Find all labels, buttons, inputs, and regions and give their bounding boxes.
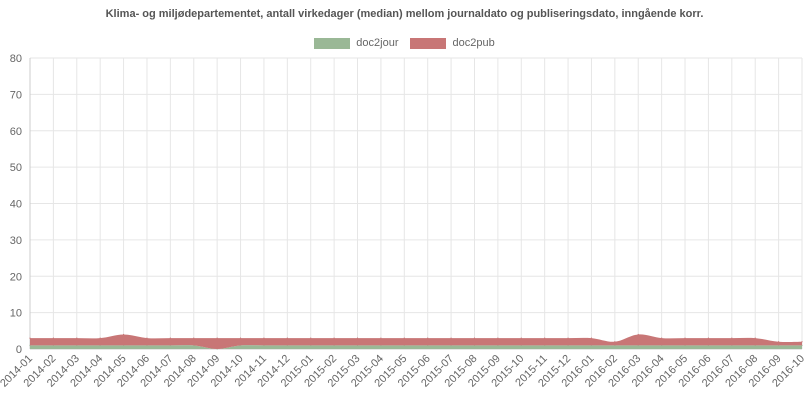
legend-swatch-doc2jour xyxy=(314,37,351,49)
point-doc2pub xyxy=(333,337,335,339)
y-tick-label: 40 xyxy=(10,199,22,211)
chart-title: Klima- og miljødepartementet, antall vir… xyxy=(105,8,704,20)
point-doc2pub xyxy=(661,337,663,339)
point-doc2pub xyxy=(310,337,312,339)
legend-label-doc2pub: doc2pub xyxy=(452,37,495,49)
point-doc2pub xyxy=(497,337,499,339)
legend: doc2jour doc2pub xyxy=(0,37,809,49)
point-doc2pub xyxy=(263,337,265,339)
legend-item-doc2pub[interactable]: doc2pub xyxy=(410,37,495,49)
point-doc2pub xyxy=(216,337,218,339)
point-doc2pub xyxy=(193,337,195,339)
legend-swatch-doc2pub xyxy=(410,37,447,49)
point-doc2pub xyxy=(99,337,101,339)
point-doc2pub xyxy=(754,337,756,339)
point-doc2pub xyxy=(122,333,125,336)
point-doc2pub xyxy=(286,337,288,339)
point-doc2pub xyxy=(29,337,31,339)
point-doc2pub xyxy=(146,337,148,339)
y-tick-label: 60 xyxy=(10,126,22,138)
point-doc2pub xyxy=(567,337,569,339)
point-doc2pub xyxy=(403,337,405,339)
point-doc2pub xyxy=(684,337,686,339)
area-doc2jour xyxy=(30,345,802,349)
legend-label-doc2jour: doc2jour xyxy=(356,37,399,49)
y-tick-label: 0 xyxy=(16,344,22,356)
point-doc2pub xyxy=(76,337,78,339)
point-doc2pub xyxy=(52,337,54,339)
y-tick-label: 10 xyxy=(10,308,22,320)
point-doc2pub xyxy=(590,337,593,339)
point-doc2pub xyxy=(637,333,639,336)
point-doc2pub xyxy=(614,341,616,343)
y-tick-label: 80 xyxy=(10,53,22,65)
point-doc2pub xyxy=(427,337,429,339)
point-doc2pub xyxy=(169,337,171,339)
point-doc2pub xyxy=(520,337,522,339)
point-doc2pub xyxy=(450,337,452,339)
y-tick-label: 50 xyxy=(10,162,22,174)
point-doc2pub xyxy=(544,337,546,339)
y-tick-label: 70 xyxy=(10,89,22,101)
point-doc2pub xyxy=(778,341,780,343)
point-doc2pub xyxy=(731,337,733,339)
area-doc2pub xyxy=(30,334,802,349)
point-doc2pub xyxy=(356,337,359,339)
legend-item-doc2jour[interactable]: doc2jour xyxy=(314,37,398,49)
point-doc2pub xyxy=(707,337,710,339)
point-doc2pub xyxy=(380,337,382,339)
point-doc2pub xyxy=(239,337,242,339)
y-tick-label: 20 xyxy=(10,271,22,283)
y-tick-label: 30 xyxy=(10,235,22,247)
point-doc2pub xyxy=(473,337,476,339)
point-doc2pub xyxy=(801,341,803,343)
